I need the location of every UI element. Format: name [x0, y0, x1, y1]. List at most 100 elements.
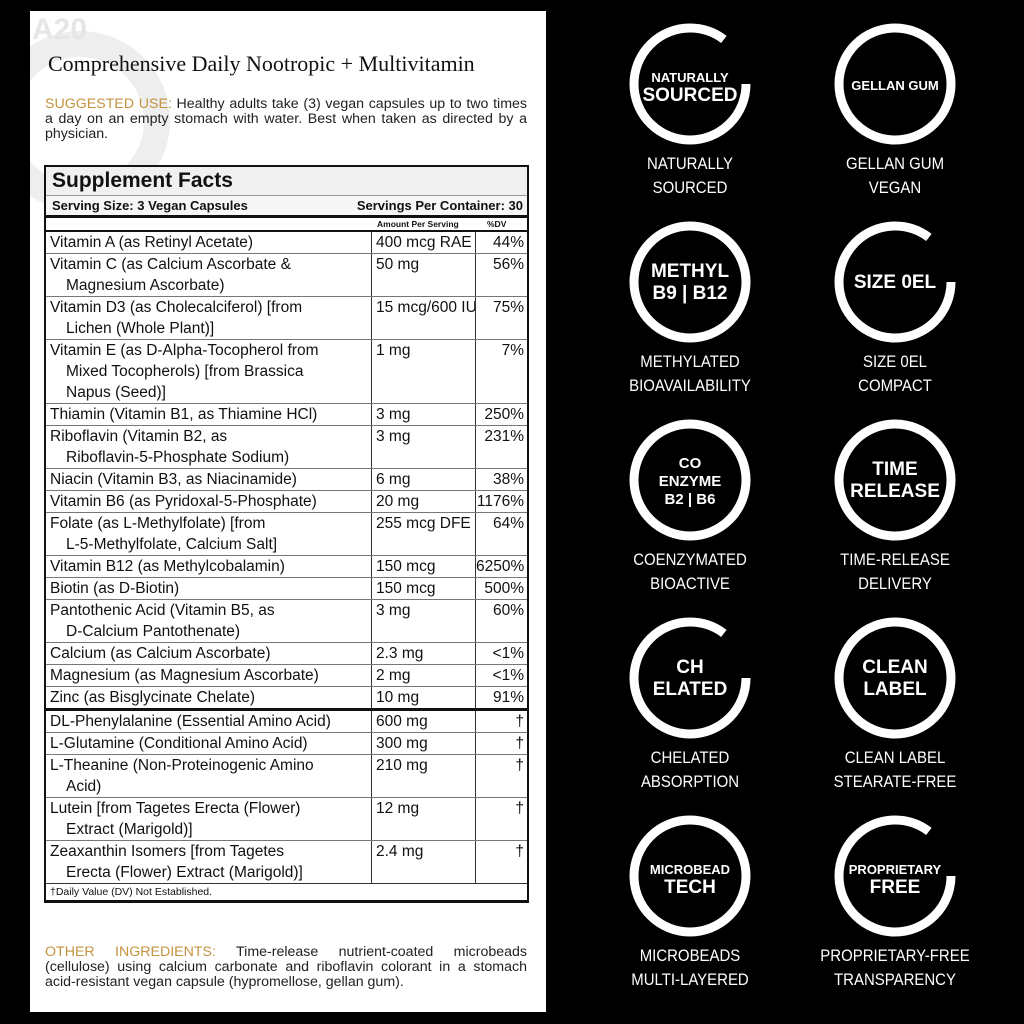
nutrient-row: Folate (as L-Methylfolate) [from L-5-Meth… — [46, 513, 527, 556]
nutrient-amount: 6 mg — [371, 469, 475, 490]
badge-label-line1: MICROBEADS — [639, 946, 741, 965]
nutrient-amount: 600 mg — [371, 711, 475, 732]
nutrient-name: L-Theanine (Non-Proteinogenic Amino Acid) — [46, 755, 371, 797]
nutrient-row: Lutein [from Tagetes Erecta (Flower) Extr… — [46, 798, 527, 841]
badge-icon-text: B2 | B6 — [665, 491, 716, 508]
nutrient-dv: <1% — [475, 643, 527, 664]
badge-label-line2: MULTI-LAYERED — [631, 970, 749, 989]
nutrient-row: Calcium (as Calcium Ascorbate) 2.3 mg <1% — [46, 643, 527, 665]
badge-label: GELLAN GUM VEGAN — [807, 152, 983, 200]
badge-label-line1: METHYLATED — [640, 352, 740, 371]
nutrient-amount: 255 mcg DFE — [371, 513, 475, 555]
nutrient-row: L-Glutamine (Conditional Amino Acid) 300 … — [46, 733, 527, 755]
badge-label-line2: COMPACT — [858, 376, 932, 395]
nutrient-row: Zinc (as Bisglycinate Chelate) 10 mg 91% — [46, 687, 527, 708]
badge-clean-label: CLEAN LABEL CLEAN LABEL STEARATE-FREE — [795, 614, 995, 794]
badge-label-line2: BIOACTIVE — [650, 574, 730, 593]
badge-label-line1: PROPRIETARY-FREE — [820, 946, 970, 965]
badge-label: NATURALLY SOURCED — [602, 152, 778, 200]
col-dv: %DV — [487, 219, 507, 229]
nutrient-name-line: Riboflavin-5-Phosphate Sodium) — [66, 449, 290, 466]
badge-methyl: METHYL B9 | B12 METHYLATED BIOAVAILABILITY — [590, 218, 790, 398]
nutrient-amount: 2 mg — [371, 665, 475, 686]
nutrient-row: Vitamin C (as Calcium Ascorbate & Magnesi… — [46, 254, 527, 297]
badge-icon-text: ENZYME — [659, 473, 722, 490]
nutrient-name-line: Pantothenic Acid (Vitamin B5, as — [50, 602, 275, 619]
badge-icon-text: FREE — [870, 877, 921, 898]
nutrient-name: Vitamin C (as Calcium Ascorbate & Magnesi… — [46, 254, 371, 296]
nutrient-name-line: Niacin (Vitamin B3, as Niacinamide) — [50, 471, 297, 488]
badge-label-line2: BIOAVAILABILITY — [629, 376, 751, 395]
nutrient-amount: 10 mg — [371, 687, 475, 708]
badge-icon-text: GELLAN GUM — [851, 78, 938, 93]
nutrient-name-line: Vitamin B6 (as Pyridoxal-5-Phosphate) — [50, 493, 317, 510]
badge-label: MICROBEADS MULTI-LAYERED — [602, 944, 778, 992]
nutrient-dv: † — [475, 733, 527, 754]
badge-icon-text: PROPRIETARY — [849, 862, 942, 877]
nutrient-dv: 91% — [475, 687, 527, 708]
nutrient-name-line: Lutein [from Tagetes Erecta (Flower) — [50, 800, 301, 817]
suggested-use: SUGGESTED USE: Healthy adults take (3) v… — [45, 97, 527, 142]
badge-label-line1: COENZYMATED — [633, 550, 747, 569]
suggested-use-label: SUGGESTED USE: — [45, 96, 172, 112]
nutrient-name-line: Erecta (Flower) Extract (Marigold)] — [66, 864, 303, 881]
nutrient-amount: 15 mcg/600 IU — [371, 297, 477, 339]
nutrient-name-line: Riboflavin (Vitamin B2, as — [50, 428, 228, 445]
badge-label-line1: CLEAN LABEL — [844, 748, 946, 767]
badge-label: TIME-RELEASE DELIVERY — [807, 548, 983, 596]
nutrient-amount: 2.4 mg — [371, 841, 475, 883]
nutrient-name-line: Magnesium (as Magnesium Ascorbate) — [50, 667, 319, 684]
nutrient-group-other: DL-Phenylalanine (Essential Amino Acid) 6… — [46, 708, 527, 883]
nutrient-row: Thiamin (Vitamin B1, as Thiamine HCl) 3 m… — [46, 404, 527, 426]
nutrient-group-vitamins: Vitamin A (as Retinyl Acetate) 400 mcg RA… — [46, 232, 527, 708]
nutrient-name-line: Vitamin C (as Calcium Ascorbate & — [50, 256, 291, 273]
serving-size: Serving Size: 3 Vegan Capsules — [52, 198, 248, 213]
nutrient-row: DL-Phenylalanine (Essential Amino Acid) 6… — [46, 711, 527, 733]
nutrient-row: Riboflavin (Vitamin B2, as Riboflavin-5-P… — [46, 426, 527, 469]
badge-label: CHELATED ABSORPTION — [602, 746, 778, 794]
nutrient-name: Vitamin E (as D-Alpha-Tocopherol from Mix… — [46, 340, 371, 403]
badge-icon-text: B9 | B12 — [652, 283, 727, 304]
nutrient-amount: 210 mg — [371, 755, 475, 797]
nutrient-name: Magnesium (as Magnesium Ascorbate) — [46, 665, 371, 686]
nutrient-dv: † — [475, 798, 527, 840]
badge-label-line2: STEARATE-FREE — [833, 772, 957, 791]
nutrient-dv: 7% — [475, 340, 527, 403]
nutrient-amount: 50 mg — [371, 254, 475, 296]
nutrient-name-line: Vitamin D3 (as Cholecalciferol) [from — [50, 299, 303, 316]
nutrient-name-line: Biotin (as D-Biotin) — [50, 580, 180, 597]
badge-icon-text: SOURCED — [642, 85, 737, 106]
nutrient-name: Vitamin D3 (as Cholecalciferol) [from Lic… — [46, 297, 371, 339]
supplement-facts-table: Supplement Facts Serving Size: 3 Vegan C… — [44, 165, 529, 903]
badge-label: METHYLATED BIOAVAILABILITY — [602, 350, 778, 398]
badge-label-line1: NATURALLY — [647, 154, 733, 173]
nutrient-name-line: Napus (Seed)] — [66, 384, 166, 401]
nutrient-dv: <1% — [475, 665, 527, 686]
nutrient-row: Biotin (as D-Biotin) 150 mcg 500% — [46, 578, 527, 600]
badge-label-line2: TRANSPARENCY — [834, 970, 956, 989]
nutrient-amount: 20 mg — [371, 491, 475, 512]
gellan-gum-icon: GELLAN GUM — [834, 23, 956, 145]
nutrient-name-line: L-Glutamine (Conditional Amino Acid) — [50, 735, 308, 752]
nutrient-dv: 44% — [475, 232, 527, 253]
product-title: Comprehensive Daily Nootropic + Multivit… — [48, 51, 475, 76]
size-0el-icon: SIZE 0EL — [834, 221, 956, 343]
other-ingredients-text: Time-release nutrient-coated microbeads … — [45, 944, 527, 990]
nutrient-row: Vitamin D3 (as Cholecalciferol) [from Lic… — [46, 297, 527, 340]
badge-label-line2: ABSORPTION — [640, 772, 740, 791]
nutrient-row: Vitamin B6 (as Pyridoxal-5-Phosphate) 20 … — [46, 491, 527, 513]
nutrient-amount: 3 mg — [371, 600, 475, 642]
badge-time-release: TIME RELEASE TIME-RELEASE DELIVERY — [795, 416, 995, 596]
badge-label-line1: SIZE 0EL — [862, 352, 928, 371]
badge-proprietary-free: PROPRIETARY FREE PROPRIETARY-FREE TRANSPAR… — [795, 812, 995, 992]
nutrient-name: Folate (as L-Methylfolate) [from L-5-Meth… — [46, 513, 371, 555]
nutrient-row: Pantothenic Acid (Vitamin B5, as D-Calciu… — [46, 600, 527, 643]
badge-icon-text: CO — [679, 455, 702, 472]
facts-heading: Supplement Facts — [46, 167, 527, 196]
nutrient-amount: 400 mcg RAE — [371, 232, 475, 253]
